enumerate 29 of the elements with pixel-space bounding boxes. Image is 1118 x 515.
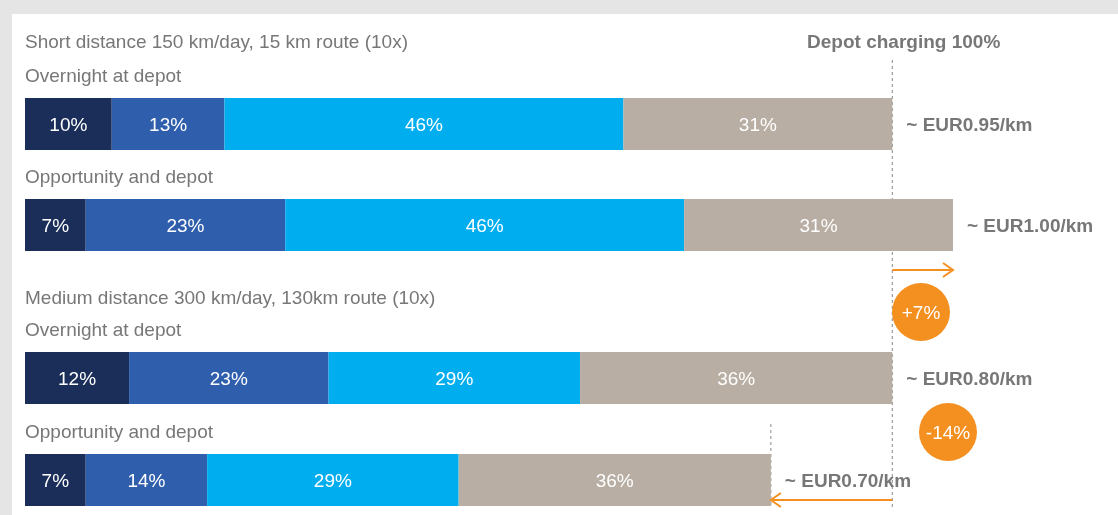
data-label: 12% <box>58 368 97 389</box>
data-label: 29% <box>313 470 353 491</box>
data-label: 36% <box>717 368 756 389</box>
annotation: +7% <box>901 302 941 323</box>
annotation: -14% <box>925 422 971 443</box>
data-label: 13% <box>149 114 188 135</box>
data-label: 14% <box>127 470 166 491</box>
annotation: Medium distance 300 km/day, 130km route (10x) <box>25 287 436 308</box>
data-label: 7% <box>41 215 70 236</box>
ref-line-label: Depot charging 100% <box>807 31 1001 52</box>
y-tick-label: Overnight at depot <box>25 319 183 340</box>
data-label: 10% <box>49 114 88 135</box>
y-tick-label: Overnight at depot <box>25 65 183 86</box>
data-label: 31% <box>799 215 838 236</box>
data-label: 36% <box>595 470 634 491</box>
total-label: ~ EUR0.95/km <box>906 114 1033 135</box>
data-label: 31% <box>738 114 777 135</box>
total-label: ~ EUR0.80/km <box>906 368 1033 389</box>
y-tick-label: Opportunity and depot <box>25 421 214 442</box>
text: Short distance 150 km/day, 15 km route (10x) <box>25 31 408 52</box>
data-label: 46% <box>465 215 504 236</box>
data-label: 23% <box>209 368 248 389</box>
data-label: 29% <box>435 368 474 389</box>
total-label: ~ EUR0.70/km <box>784 470 912 491</box>
data-label: 46% <box>404 114 444 135</box>
total-label: ~ EUR1.00/km <box>967 215 1094 236</box>
y-tick-label: Opportunity and depot <box>25 166 214 187</box>
data-label: 23% <box>166 215 205 236</box>
data-label: 7% <box>41 470 70 491</box>
